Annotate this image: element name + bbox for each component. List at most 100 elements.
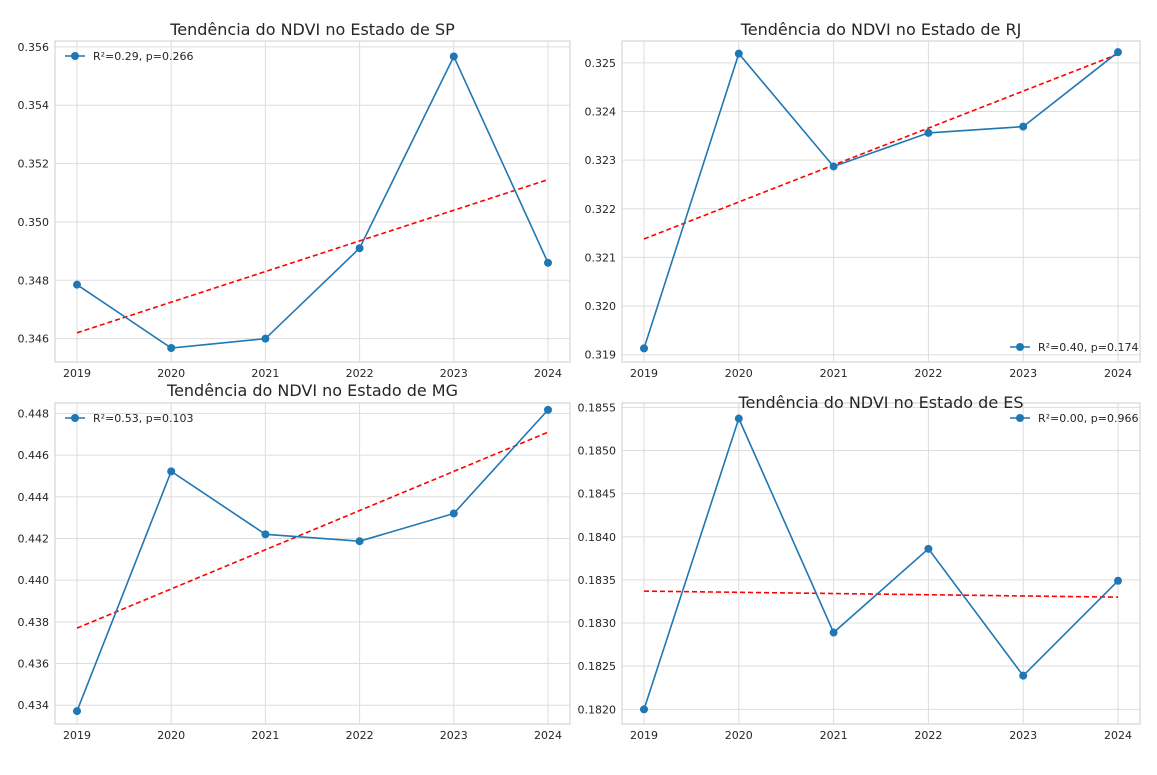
data-point [73, 707, 81, 716]
x-tick-label: 2022 [914, 367, 942, 380]
data-point [829, 162, 838, 171]
data-point [261, 334, 270, 343]
legend: R²=0.40, p=0.174 [1010, 341, 1138, 354]
series-line [76, 54, 549, 349]
y-tick-label: 0.436 [18, 658, 50, 671]
y-tick-label: 0.352 [18, 158, 50, 171]
y-tick-label: 0.440 [18, 574, 50, 587]
legend-label: R²=0.53, p=0.103 [93, 412, 193, 425]
chart-title: Tendência do NDVI no Estado de SP [169, 20, 455, 39]
y-tick-label: 0.319 [585, 349, 617, 362]
y-tick-label: 0.350 [18, 216, 50, 229]
data-point [734, 414, 743, 423]
y-tick-label: 0.320 [585, 300, 617, 313]
x-tick-label: 2023 [440, 729, 468, 742]
legend: R²=0.53, p=0.103 [65, 412, 193, 425]
y-tick-label: 0.1820 [578, 703, 617, 716]
x-tick-label: 2021 [251, 729, 279, 742]
y-tick-label: 0.324 [585, 106, 617, 119]
chart-title: Tendência do NDVI no Estado de MG [166, 381, 458, 400]
data-point [1114, 576, 1122, 585]
x-tick-label: 2024 [534, 367, 562, 380]
plot-area [54, 40, 571, 363]
series-line [643, 416, 1119, 710]
trend-line [643, 590, 1119, 598]
series-line [643, 51, 1119, 349]
legend: R²=0.29, p=0.266 [65, 50, 193, 63]
x-tick-label: 2020 [725, 367, 753, 380]
chart-panel-3: 2019 2020 2021 2022 2023 2024 0.1820 0.1825 0.18… [578, 393, 1141, 742]
legend-label: R²=0.29, p=0.266 [93, 50, 193, 63]
trend-line [76, 431, 549, 629]
y-tick-label: 0.1830 [578, 617, 617, 630]
legend: R²=0.00, p=0.966 [1010, 412, 1138, 425]
x-tick-label: 2023 [1009, 367, 1037, 380]
legend-label: R²=0.40, p=0.174 [1038, 341, 1138, 354]
x-tick-label: 2020 [157, 367, 185, 380]
chart-panel-0: 2019 2020 2021 2022 2023 2024 0.346 0.348 0.350 0… [18, 20, 571, 380]
y-tick-label: 0.346 [18, 333, 50, 346]
y-tick-label: 0.1845 [578, 488, 617, 501]
x-tick-label: 2022 [914, 729, 942, 742]
x-tick-label: 2024 [534, 729, 562, 742]
legend-marker [1016, 343, 1024, 351]
plot-area [621, 402, 1141, 725]
series-line [76, 409, 549, 712]
data-point [829, 628, 838, 637]
chart-title: Tendência do NDVI no Estado de ES [737, 393, 1023, 412]
y-tick-label: 0.1855 [578, 401, 617, 414]
x-tick-label: 2019 [63, 729, 91, 742]
data-point [544, 405, 552, 414]
y-tick-label: 0.448 [18, 407, 50, 420]
data-point [449, 509, 458, 518]
y-tick-label: 0.1840 [578, 531, 617, 544]
x-tick-label: 2021 [820, 729, 848, 742]
y-tick-label: 0.356 [18, 41, 50, 54]
data-point [1019, 671, 1028, 680]
y-tick-label: 0.322 [585, 203, 617, 216]
chart-panel-2: 2019 2020 2021 2022 2023 2024 0.434 0.436 0.438 0… [18, 381, 571, 742]
data-point [734, 49, 743, 58]
y-tick-label: 0.1835 [578, 574, 617, 587]
y-tick-label: 0.354 [18, 99, 50, 112]
data-point [1019, 122, 1028, 131]
data-point [544, 258, 552, 267]
y-tick-label: 0.323 [585, 154, 617, 167]
x-tick-label: 2022 [346, 367, 374, 380]
plot-area [54, 402, 571, 725]
x-tick-label: 2022 [346, 729, 374, 742]
y-tick-label: 0.1850 [578, 444, 617, 457]
data-point [167, 343, 176, 352]
y-tick-label: 0.325 [585, 57, 617, 70]
y-tick-label: 0.434 [18, 699, 50, 712]
data-point [73, 280, 81, 289]
legend-marker [71, 414, 79, 422]
x-tick-label: 2021 [251, 367, 279, 380]
data-point [640, 344, 648, 353]
y-tick-label: 0.438 [18, 616, 50, 629]
data-point [261, 530, 270, 539]
legend-marker [1016, 414, 1024, 422]
x-tick-label: 2020 [725, 729, 753, 742]
y-tick-label: 0.1825 [578, 660, 617, 673]
x-tick-label: 2020 [157, 729, 185, 742]
y-tick-label: 0.444 [18, 491, 50, 504]
data-point [449, 52, 458, 61]
data-point [924, 544, 933, 553]
chart-panel-1: 2019 2020 2021 2022 2023 2024 0.319 0.320 0.321 0… [585, 20, 1141, 380]
x-tick-label: 2024 [1104, 729, 1132, 742]
legend-marker [71, 52, 79, 60]
data-point [355, 537, 364, 546]
x-tick-label: 2023 [440, 367, 468, 380]
data-point [640, 705, 648, 714]
y-tick-label: 0.321 [585, 251, 617, 264]
trend-line [76, 178, 549, 334]
x-tick-label: 2024 [1104, 367, 1132, 380]
x-tick-label: 2019 [63, 367, 91, 380]
legend-label: R²=0.00, p=0.966 [1038, 412, 1138, 425]
x-tick-label: 2021 [820, 367, 848, 380]
trend-line [643, 53, 1119, 240]
plot-area [621, 40, 1141, 363]
data-point [355, 244, 364, 253]
y-tick-label: 0.446 [18, 449, 50, 462]
